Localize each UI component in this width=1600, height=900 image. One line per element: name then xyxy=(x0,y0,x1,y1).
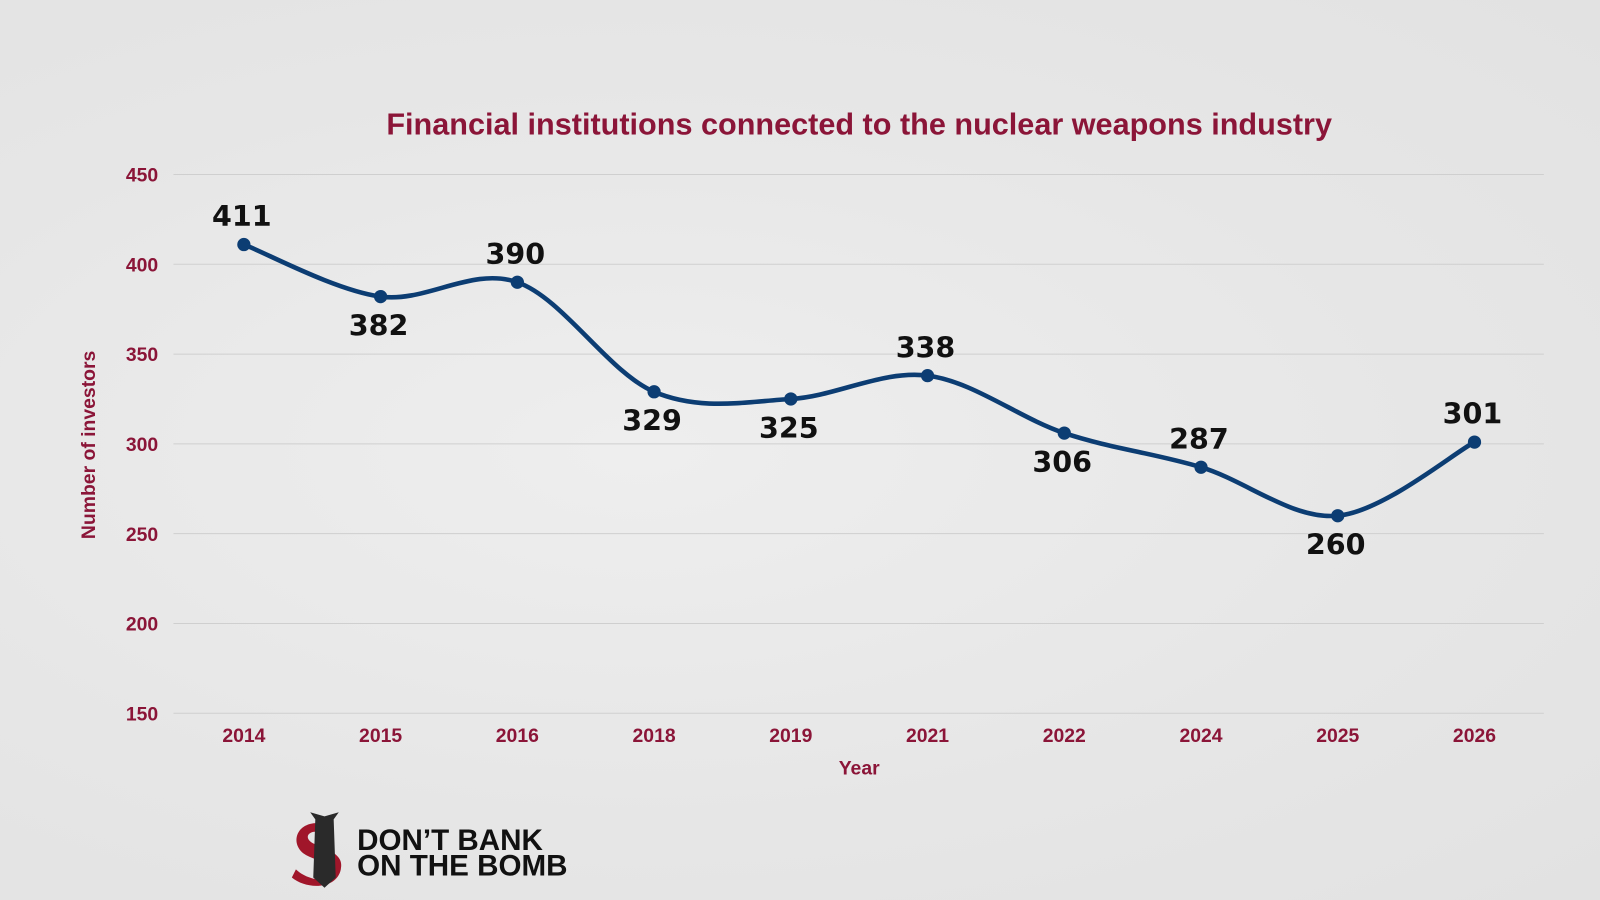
logo-line-1: DON’T BANK xyxy=(357,824,543,857)
data-point xyxy=(237,237,251,252)
logo-line-2: ON THE BOMB xyxy=(357,850,567,883)
y-tick-label: 300 xyxy=(126,434,158,456)
data-point xyxy=(373,289,388,304)
data-point xyxy=(647,385,661,399)
y-axis-label: Number of investors xyxy=(78,351,100,539)
logo: DON’T BANK ON THE BOMB xyxy=(291,812,567,888)
data-point xyxy=(510,275,524,289)
x-tick-label: 2024 xyxy=(1179,725,1222,747)
y-tick-label: 250 xyxy=(126,524,158,546)
x-axis-label: Year xyxy=(839,757,880,779)
data-point xyxy=(1194,460,1208,474)
data-label: 411 xyxy=(212,199,272,233)
chart-title: Financial institutions connected to the … xyxy=(386,108,1332,142)
x-tick-label: 2018 xyxy=(633,725,676,747)
data-label: 301 xyxy=(1443,397,1503,431)
data-point xyxy=(1467,435,1482,449)
y-tick-label: 450 xyxy=(126,165,158,187)
x-tick-label: 2025 xyxy=(1316,725,1359,747)
data-label: 329 xyxy=(622,404,682,438)
data-label: 338 xyxy=(896,330,956,364)
y-tick-label: 200 xyxy=(126,614,158,636)
data-point xyxy=(1057,426,1071,440)
data-label: 260 xyxy=(1306,527,1366,561)
data-label: 390 xyxy=(485,237,545,271)
data-label: 287 xyxy=(1169,422,1229,456)
x-tick-label: 2014 xyxy=(222,725,265,747)
x-tick-label: 2016 xyxy=(496,725,539,747)
data-label: 306 xyxy=(1032,445,1092,479)
bomb-icon xyxy=(310,812,339,888)
data-label: 382 xyxy=(349,308,409,342)
x-tick-label: 2026 xyxy=(1453,725,1496,747)
x-tick-label: 2021 xyxy=(906,725,949,747)
x-tick-label: 2019 xyxy=(769,725,812,747)
x-tick-label: 2022 xyxy=(1043,725,1086,747)
series-line xyxy=(243,242,1476,519)
data-label: 325 xyxy=(759,411,819,445)
data-point xyxy=(784,392,798,406)
y-tick-label: 150 xyxy=(126,703,158,725)
x-tick-label: 2015 xyxy=(359,725,402,747)
y-tick-label: 400 xyxy=(126,254,158,276)
y-tick-label: 350 xyxy=(126,344,158,366)
data-point xyxy=(1331,509,1345,523)
data-point xyxy=(920,369,935,383)
